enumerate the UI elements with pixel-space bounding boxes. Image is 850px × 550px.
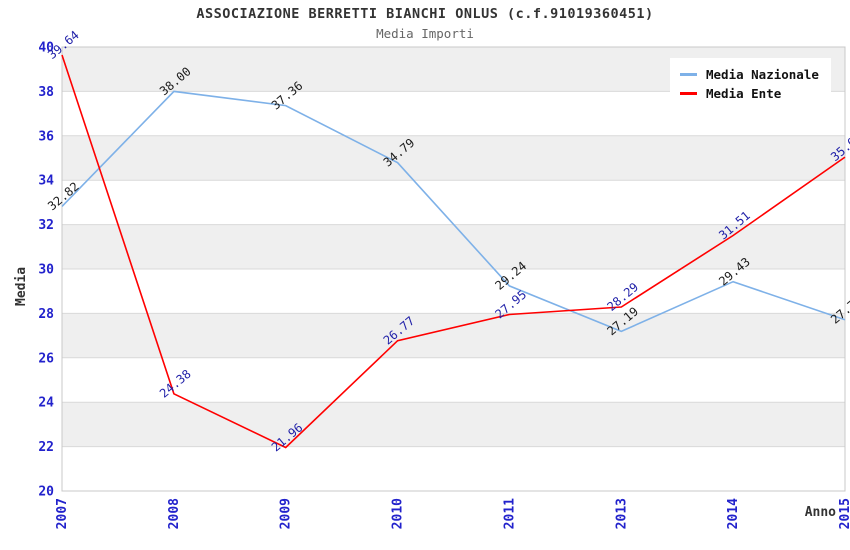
svg-text:2009: 2009 [279,498,294,529]
svg-text:36: 36 [38,129,54,144]
svg-text:2011: 2011 [502,498,517,529]
svg-text:2014: 2014 [726,498,741,529]
svg-text:2008: 2008 [167,498,182,529]
svg-text:2007: 2007 [55,498,70,529]
legend-item-media-nazionale: Media Nazionale [680,65,819,84]
legend-label: Media Nazionale [706,67,819,82]
chart-title: ASSOCIAZIONE BERRETTI BIANCHI ONLUS (c.f… [196,6,654,22]
svg-text:34: 34 [38,174,54,189]
svg-text:2010: 2010 [391,498,406,529]
legend: Media Nazionale Media Ente [670,58,831,110]
svg-text:28: 28 [38,307,54,322]
svg-text:32: 32 [38,218,54,233]
svg-text:20: 20 [38,485,54,500]
svg-text:26: 26 [38,351,54,366]
svg-text:38: 38 [38,85,54,100]
svg-text:30: 30 [38,263,54,278]
svg-text:24: 24 [38,396,54,411]
y-axis-label: Media [14,266,29,306]
legend-swatch-media-nazionale [680,73,697,76]
x-axis-label: Anno [804,505,836,520]
legend-swatch-media-ente [680,92,697,95]
chart-subtitle: Media Importi [376,26,474,41]
svg-text:22: 22 [38,440,54,455]
svg-text:40: 40 [38,41,54,56]
svg-text:2015: 2015 [838,498,850,529]
svg-text:2013: 2013 [614,498,629,529]
legend-label: Media Ente [706,86,782,101]
legend-item-media-ente: Media Ente [680,84,819,103]
